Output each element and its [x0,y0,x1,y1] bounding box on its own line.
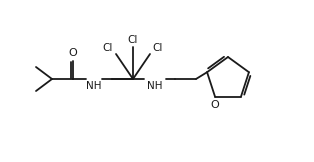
Text: NH: NH [147,81,163,91]
Text: Cl: Cl [153,43,163,53]
Text: Cl: Cl [128,35,138,45]
Text: Cl: Cl [103,43,113,53]
Text: O: O [211,100,219,110]
Text: O: O [69,48,77,58]
Text: NH: NH [86,81,102,91]
